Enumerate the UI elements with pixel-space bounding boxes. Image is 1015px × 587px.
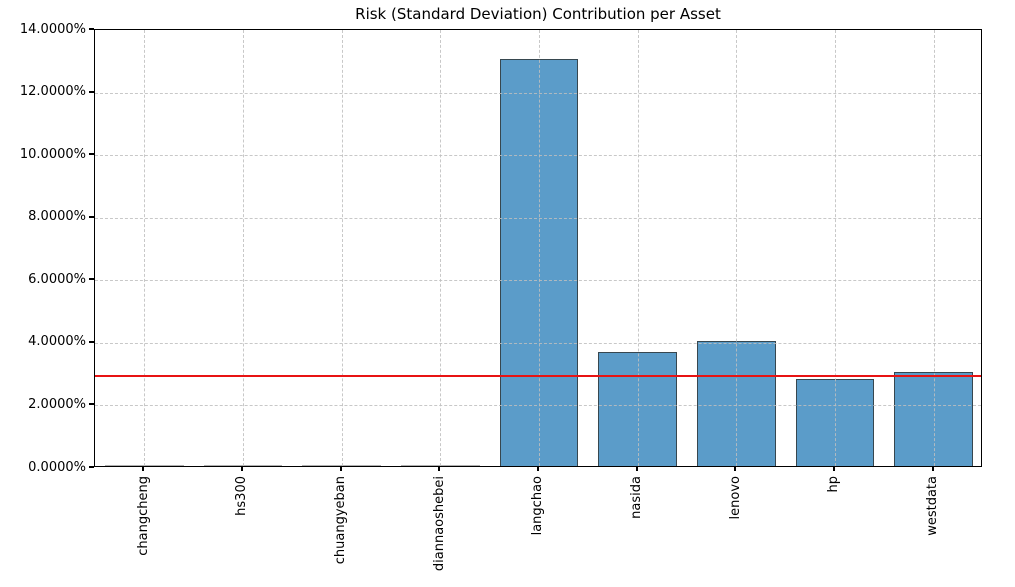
bar-diannaoshebei (400, 465, 480, 466)
x-tick-mark (339, 467, 342, 471)
v-gridline (243, 30, 244, 466)
x-tick-label-cell: langchao (489, 476, 588, 587)
y-tick-mark (89, 466, 94, 468)
bar-lenovo (696, 340, 776, 466)
y-tick-mark (89, 340, 94, 343)
x-tick-label: hs300 (234, 476, 250, 516)
x-tick-label: lenovo (727, 476, 743, 520)
x-tick-mark (537, 467, 539, 471)
x-tick-label-cell: hp (785, 476, 884, 587)
y-tick-label: 10.0000% (19, 146, 86, 162)
x-tick-mark (438, 467, 441, 471)
x-tick-label: diannaoshebei (431, 476, 447, 572)
h-gridline (95, 405, 981, 407)
plot-area (94, 29, 982, 467)
x-tick-mark (241, 467, 243, 471)
y-tick-label: 6.0000% (28, 271, 86, 287)
y-tick-mark (89, 153, 94, 156)
x-tick-label: langchao (530, 476, 546, 536)
x-tick-label: hp (826, 476, 842, 493)
bar-hp (795, 379, 875, 466)
x-tick-label-cell: chuangyeban (291, 476, 390, 587)
x-tick-mark (833, 467, 835, 471)
v-gridline (341, 30, 343, 466)
h-gridline (95, 155, 981, 157)
y-tick-label: 12.0000% (19, 84, 86, 100)
v-gridline (637, 30, 639, 466)
v-gridline (539, 30, 540, 466)
h-gridline (95, 280, 981, 282)
y-tick-label: 0.0000% (28, 459, 86, 475)
chart-title: Risk (Standard Deviation) Contribution p… (355, 5, 721, 23)
x-tick-mark (734, 467, 737, 471)
v-gridline (144, 30, 146, 466)
x-tick-label-cell: westdata (883, 476, 982, 587)
y-tick-mark (89, 215, 94, 218)
y-tick-mark (89, 90, 94, 93)
y-tick-mark (89, 278, 94, 281)
x-tick-mark (635, 467, 638, 471)
x-tick-label-cell: nasida (587, 476, 686, 587)
x-tick-label-cell: lenovo (686, 476, 785, 587)
bar-nasida (598, 352, 678, 466)
y-tick-label: 4.0000% (28, 334, 86, 350)
v-gridline (736, 30, 738, 466)
h-gridline (95, 92, 981, 94)
h-gridline (95, 217, 981, 219)
bar-hs300 (203, 465, 283, 466)
x-tick-label: changcheng (135, 476, 151, 556)
x-tick-label-cell: hs300 (193, 476, 292, 587)
v-gridline (440, 30, 442, 466)
bar-westdata (894, 371, 974, 466)
x-tick-mark (931, 467, 934, 471)
y-tick-label: 14.0000% (19, 21, 86, 37)
bar-chuangyeban (302, 465, 382, 466)
bar-changcheng (104, 465, 184, 466)
y-tick-mark (89, 403, 94, 406)
x-tick-label: chuangyeban (333, 476, 349, 565)
h-gridline (95, 342, 981, 344)
y-tick-label: 2.0000% (28, 396, 86, 412)
x-tick-mark (142, 467, 145, 471)
x-tick-label: westdata (925, 476, 941, 536)
y-tick-mark (89, 28, 94, 30)
y-tick-label: 8.0000% (28, 209, 86, 225)
bar-langchao (499, 59, 579, 466)
v-gridline (933, 30, 935, 466)
x-tick-label-cell: changcheng (94, 476, 193, 587)
x-tick-label-cell: diannaoshebei (390, 476, 489, 587)
mean-reference-line (95, 375, 981, 378)
x-tick-label: nasida (629, 476, 645, 519)
v-gridline (835, 30, 836, 466)
